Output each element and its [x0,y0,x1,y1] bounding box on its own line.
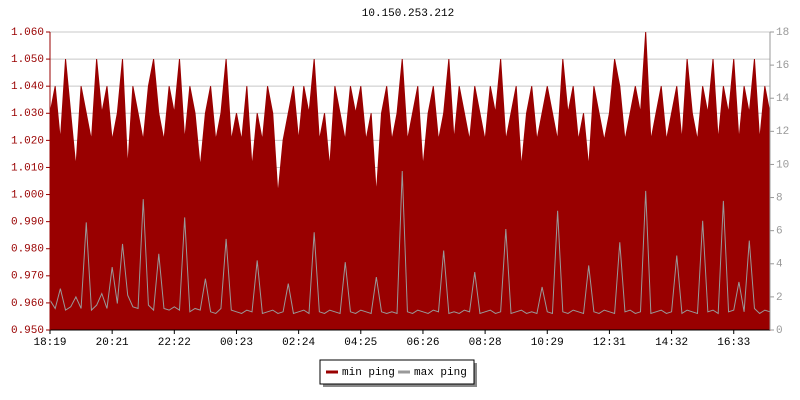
y-tick-label: 1.040 [11,81,44,93]
y2-tick-label: 10 [776,159,789,171]
y2-tick-label: 14 [776,93,790,105]
y2-tick-label: 6 [776,226,783,238]
x-tick-label: 18:19 [33,337,66,349]
x-tick-label: 06:26 [406,337,439,349]
y-tick-label: 0.990 [11,217,44,229]
area [49,31,771,331]
x-tick-label: 10:29 [531,337,564,349]
y-tick-label: 0.970 [11,271,44,283]
x-tick-label: 14:32 [655,337,688,349]
y2-tick-label: 0 [776,325,783,337]
y2-tick-label: 4 [776,259,783,271]
x-tick-label: 22:22 [158,337,191,349]
legend-label: max ping [414,367,467,379]
y-tick-label: 1.030 [11,108,44,120]
y-tick-label: 1.010 [11,162,44,174]
y-tick-label: 1.060 [11,27,44,39]
y-tick-label: 1.020 [11,135,44,147]
y2-tick-label: 12 [776,126,789,138]
y2-tick-label: 8 [776,192,783,204]
y2-tick-label: 16 [776,60,789,72]
y2-tick-label: 2 [776,292,783,304]
x-tick-label: 16:33 [717,337,750,349]
legend-box [319,359,475,385]
x-tick-label: 04:25 [344,337,377,349]
x-tick-label: 08:28 [469,337,502,349]
y-tick-label: 0.960 [11,298,44,310]
y-tick-label: 0.980 [11,244,44,256]
x-tick-label: 00:23 [220,337,253,349]
y2-tick-label: 18 [776,27,789,39]
y-tick-label: 1.000 [11,189,44,201]
y-tick-label: 1.050 [11,54,44,66]
y-tick-label: 0.950 [11,325,44,337]
chart-title: 10.150.253.212 [362,8,454,20]
x-tick-label: 12:31 [593,337,626,349]
x-tick-label: 02:24 [282,337,315,349]
x-tick-label: 20:21 [96,337,129,349]
line [49,171,771,315]
legend-label: min ping [342,367,395,379]
